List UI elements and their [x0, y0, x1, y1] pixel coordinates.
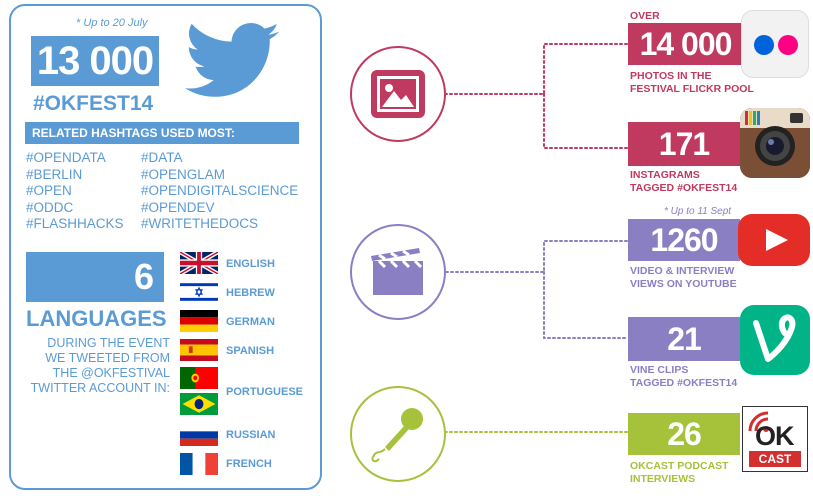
hashtag-item: #OPENDIGITALSCIENCE: [141, 183, 299, 198]
photos-caption: PHOTOS IN THE FESTIVAL FLICKR POOL: [630, 70, 754, 95]
youtube-logo: [738, 214, 810, 266]
language-russian: RUSSIAN: [226, 429, 276, 441]
microphone-icon: [371, 408, 423, 463]
language-french: FRENCH: [226, 458, 272, 470]
podcast-circle: [350, 386, 446, 482]
youtube-caption: VIDEO & INTERVIEW VIEWS ON YOUTUBE: [630, 265, 737, 290]
main-hashtag: #OKFEST14: [33, 92, 154, 115]
okcast-logo-ok: OK: [755, 421, 794, 451]
languages-count: 6: [26, 252, 164, 302]
instagram-count: 171: [628, 122, 740, 166]
hashtag-item: #BERLIN: [26, 166, 83, 182]
image-icon: [371, 70, 425, 118]
languages-description: DURING THE EVENT WE TWEETED FROM THE @OK…: [30, 336, 170, 395]
brazil-flag-icon: [180, 393, 218, 415]
language-english: ENGLISH: [226, 258, 275, 270]
vine-count: 21: [628, 317, 740, 361]
israel-flag-icon: [180, 281, 218, 303]
russia-flag-icon: [180, 424, 218, 446]
uk-flag-icon: [180, 252, 218, 274]
twitter-note: * Up to 20 July: [76, 17, 148, 29]
youtube-icon: [738, 214, 810, 266]
photos-over-label: OVER: [630, 10, 660, 22]
okcast-logo-cast: CAST: [749, 451, 801, 467]
hashtag-item: #ODDC: [26, 199, 74, 215]
youtube-count: 1260: [628, 219, 740, 261]
tweet-count: 13 000: [31, 36, 159, 86]
hashtag-item: #OPENGLAM: [141, 166, 226, 182]
okcast-icon: [748, 411, 769, 432]
youtube-note: * Up to 11 Sept: [664, 206, 732, 217]
okcast-logo: OK CAST: [742, 406, 808, 472]
video-circle: [350, 224, 446, 320]
hashtags-column-2: #DATA #OPENGLAM #OPENDIGITALSCIENCE #OPE…: [141, 150, 298, 233]
clapperboard-icon: [371, 248, 423, 295]
hashtags-column-1: #OPENDATA #BERLIN #OPEN #ODDC #FLASHHACK…: [26, 150, 124, 233]
language-german: GERMAN: [226, 316, 275, 328]
hashtag-item: #OPEN: [26, 183, 72, 198]
france-flag-icon: [180, 453, 218, 475]
twitter-bird-icon: [185, 22, 280, 97]
hashtag-item: #OPENDATA: [26, 150, 106, 165]
photos-count: 14 000: [628, 23, 743, 65]
related-hashtags-title: RELATED HASHTAGS USED MOST:: [25, 122, 299, 144]
germany-flag-icon: [180, 310, 218, 332]
okcast-count: 26: [628, 413, 740, 455]
language-portuguese: PORTUGUESE: [226, 386, 304, 398]
hashtag-item: #OPENDEV: [141, 199, 215, 215]
instagram-logo: [740, 108, 810, 178]
language-spanish: SPANISH: [226, 345, 275, 357]
instagram-caption: INSTAGRAMS TAGGED #OKFEST14: [630, 169, 738, 194]
flickr-logo: [741, 10, 809, 78]
flickr-icon: [754, 35, 798, 55]
hashtag-item: #WRITETHEDOCS: [141, 216, 259, 231]
vine-caption: VINE CLIPS TAGGED #OKFEST14: [630, 364, 738, 389]
vine-icon: [753, 314, 796, 362]
languages-title: LANGUAGES: [26, 306, 167, 331]
hashtag-item: #FLASHHACKS: [26, 216, 124, 231]
okcast-caption: OKCAST PODCAST INTERVIEWS: [630, 460, 729, 485]
spain-flag-icon: [180, 339, 218, 361]
portugal-flag-icon: [180, 367, 218, 389]
photos-circle: [350, 46, 446, 142]
instagram-icon: [740, 108, 810, 178]
vine-logo: [740, 305, 810, 375]
hashtag-item: #DATA: [141, 150, 183, 165]
language-hebrew: HEBREW: [226, 287, 275, 299]
